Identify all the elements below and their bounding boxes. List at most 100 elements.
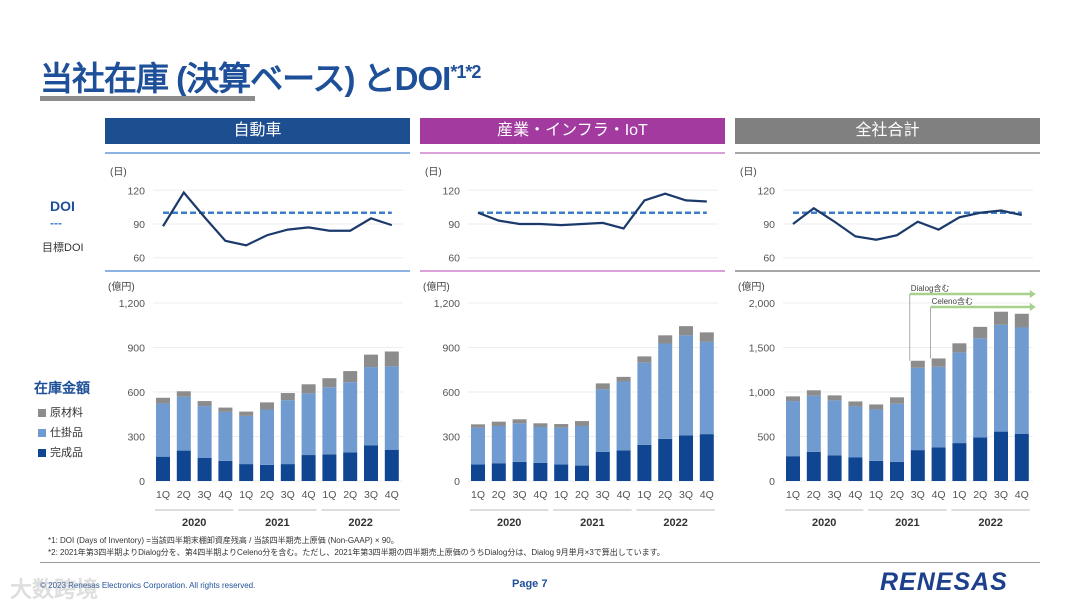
bar-finished xyxy=(1014,434,1029,481)
doi-tick-label: 90 xyxy=(133,219,145,231)
quarter-label: 4Q xyxy=(1015,489,1029,501)
inventory-tick-label: 0 xyxy=(139,476,145,488)
doi-unit: (日) xyxy=(110,167,127,178)
bar-wip xyxy=(848,406,863,458)
bar-finished xyxy=(260,464,274,481)
inventory-tick-label: 900 xyxy=(442,343,460,355)
bar-raw xyxy=(512,419,527,424)
quarter-label: 3Q xyxy=(596,489,610,501)
raw-swatch xyxy=(38,409,46,417)
inventory-tick-label: 1,200 xyxy=(434,298,460,310)
bar-wip xyxy=(533,427,548,463)
bar-finished xyxy=(322,454,337,481)
quarter-label: 3Q xyxy=(281,489,295,501)
inventory-tick-label: 2,000 xyxy=(749,298,775,310)
legend-raw: 原材料 xyxy=(38,404,83,420)
bar-raw xyxy=(239,411,254,416)
bar-finished xyxy=(197,458,212,481)
bar-wip xyxy=(931,366,946,448)
bar-raw xyxy=(343,371,358,383)
quarter-label: 1Q xyxy=(322,489,336,501)
quarter-label: 3Q xyxy=(198,489,212,501)
quarter-label: 3Q xyxy=(828,489,842,501)
bar-wip xyxy=(679,335,693,436)
bar-wip xyxy=(658,343,673,439)
bar-raw xyxy=(848,401,863,407)
bar-raw xyxy=(322,378,337,388)
inventory-unit: (億円) xyxy=(108,280,135,293)
renesas-logo: RENESAS xyxy=(880,568,1008,596)
inventory-unit: (億円) xyxy=(423,280,450,293)
bar-raw xyxy=(910,360,925,368)
bar-raw xyxy=(491,421,506,426)
bar-raw xyxy=(176,391,191,397)
bar-finished xyxy=(848,457,863,481)
bar-raw xyxy=(869,404,884,410)
inventory-tick-label: 600 xyxy=(442,387,460,399)
bar-finished xyxy=(512,461,527,481)
title-underline xyxy=(40,96,255,101)
legend-inventory: 在庫金額 xyxy=(34,380,90,396)
doi-line xyxy=(792,206,1023,241)
bar-wip xyxy=(806,395,821,452)
bar-wip xyxy=(994,324,1008,432)
bar-raw xyxy=(827,395,842,401)
bar-wip xyxy=(952,352,967,444)
quarter-label: 1Q xyxy=(637,489,651,501)
doi-unit: (日) xyxy=(425,167,442,178)
doi-tick-label: 120 xyxy=(757,185,775,197)
legend-wip-label: 仕掛品 xyxy=(50,427,83,439)
bar-raw xyxy=(364,354,378,368)
bar-raw xyxy=(786,396,800,402)
year-label: 2020 xyxy=(812,517,836,529)
legend-wip: 仕掛品 xyxy=(38,424,83,440)
bar-finished xyxy=(218,460,233,481)
bar-raw xyxy=(679,326,693,336)
quarter-label: 1Q xyxy=(952,489,966,501)
bar-wip xyxy=(322,387,337,455)
copyright: © 2023 Renesas Electronics Corporation. … xyxy=(40,581,256,590)
quarter-label: 3Q xyxy=(513,489,527,501)
quarter-label: 4Q xyxy=(932,489,946,501)
quarter-label: 4Q xyxy=(848,489,862,501)
quarter-label: 4Q xyxy=(218,489,232,501)
bar-finished xyxy=(595,451,610,481)
bar-wip xyxy=(197,406,212,459)
doi-tick-label: 120 xyxy=(442,185,460,197)
bar-wip xyxy=(616,381,631,451)
bar-raw xyxy=(156,397,170,404)
bar-raw xyxy=(952,343,967,353)
page-number: Page 7 xyxy=(512,578,548,590)
quarter-label: 3Q xyxy=(911,489,925,501)
quarter-label: 2Q xyxy=(890,489,904,501)
bar-raw xyxy=(637,356,652,363)
bar-wip xyxy=(973,338,988,438)
bar-finished xyxy=(343,452,358,481)
quarter-label: 1Q xyxy=(471,489,485,501)
quarter-label: 3Q xyxy=(364,489,378,501)
legend-doi: DOI xyxy=(50,198,75,214)
bar-finished xyxy=(890,461,904,481)
bar-wip xyxy=(890,403,904,462)
bar-raw xyxy=(533,423,548,428)
bar-finished xyxy=(364,445,378,481)
annotation-label: Celeno含む xyxy=(932,296,973,306)
year-label: 2022 xyxy=(663,517,687,529)
year-label: 2020 xyxy=(182,517,206,529)
bar-finished xyxy=(554,464,569,481)
bar-finished xyxy=(786,456,800,481)
bar-raw xyxy=(301,384,316,394)
doi-tick-label: 60 xyxy=(763,253,775,265)
bar-wip xyxy=(512,423,527,462)
year-label: 2021 xyxy=(265,517,289,529)
bar-raw xyxy=(616,376,631,382)
quarter-label: 2Q xyxy=(492,489,506,501)
footer-divider xyxy=(40,562,1040,563)
bar-finished xyxy=(176,450,191,481)
bar-finished xyxy=(931,447,946,481)
bar-wip xyxy=(260,409,274,465)
doi-tick-label: 60 xyxy=(448,253,460,265)
quarter-label: 2Q xyxy=(343,489,357,501)
bar-raw xyxy=(931,358,946,367)
